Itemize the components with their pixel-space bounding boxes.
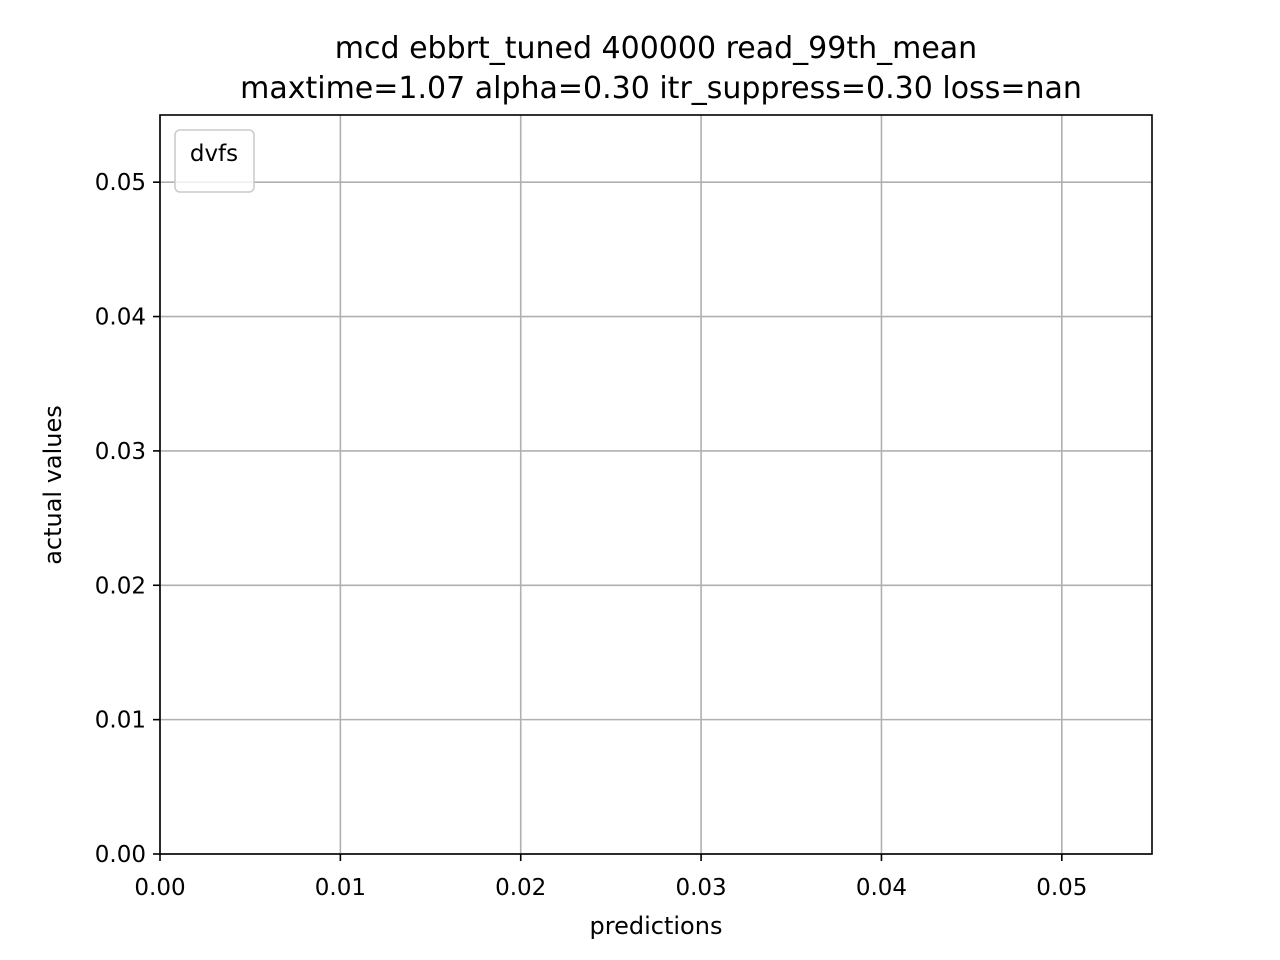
y-tick-label: 0.05 (95, 170, 146, 196)
y-tick-label: 0.04 (95, 305, 146, 331)
x-tick-label: 0.01 (315, 875, 366, 901)
chart-title: mcd ebbrt_tuned 400000 read_99th_mean (335, 31, 977, 66)
chart-subtitle: maxtime=1.07 alpha=0.30 itr_suppress=0.3… (240, 71, 1082, 106)
y-tick-label: 0.02 (95, 573, 146, 599)
plot-area-frame (159, 114, 1153, 855)
y-tick-label: 0.00 (95, 842, 146, 868)
y-axis: 0.00 0.01 0.02 0.03 0.04 0.05 (95, 170, 160, 868)
legend-title: dvfs (190, 141, 238, 167)
x-axis-label: predictions (590, 912, 723, 940)
y-tick-label: 0.03 (95, 439, 146, 465)
x-tick-label: 0.04 (856, 875, 907, 901)
legend-box (174, 129, 255, 193)
x-axis: 0.00 0.01 0.02 0.03 0.04 0.05 (134, 854, 1087, 901)
y-axis-label: actual values (39, 405, 67, 565)
x-tick-label: 0.03 (675, 875, 726, 901)
legend: dvfs (174, 129, 255, 193)
x-tick-label: 0.02 (495, 875, 546, 901)
y-tick-label: 0.01 (95, 708, 146, 734)
x-tick-label: 0.05 (1036, 875, 1087, 901)
grid-lines (159, 115, 1152, 855)
x-tick-label: 0.00 (134, 875, 185, 901)
